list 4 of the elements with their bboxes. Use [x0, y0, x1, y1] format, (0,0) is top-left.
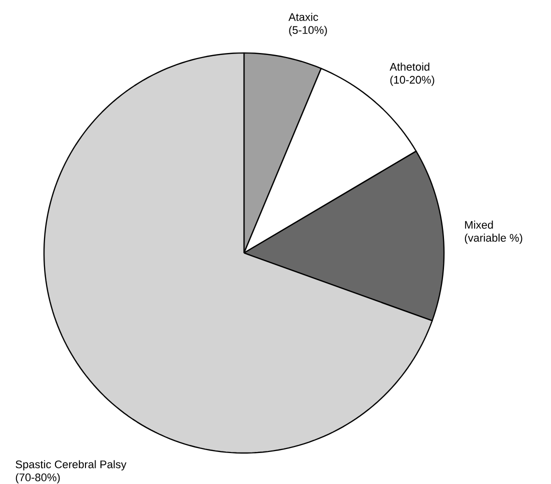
slice-label: Athetoid (10-20%): [390, 62, 434, 86]
slice-label: Ataxic (5-10%): [288, 12, 327, 36]
slice-label: Spastic Cerebral Palsy (70-80%): [16, 460, 126, 484]
slice-label: Mixed (variable %): [464, 220, 522, 244]
